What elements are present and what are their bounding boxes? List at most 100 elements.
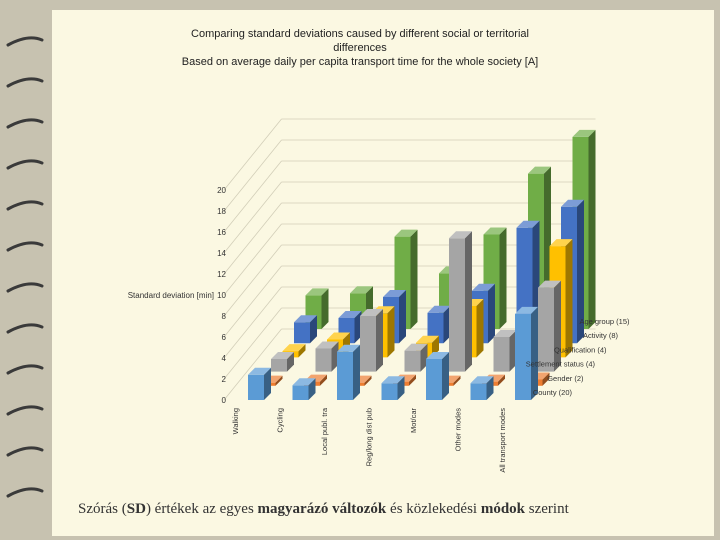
gridline-depth bbox=[223, 286, 282, 359]
bar bbox=[315, 341, 339, 372]
z-tick-label: 8 bbox=[222, 312, 227, 321]
bar-side bbox=[310, 315, 317, 344]
bar-side bbox=[442, 352, 449, 400]
chart-title: Comparing standard deviations caused by … bbox=[150, 27, 570, 69]
z-tick-label: 16 bbox=[217, 228, 226, 237]
series-label: Settlement status (4) bbox=[526, 360, 596, 369]
gridline-depth bbox=[223, 307, 282, 380]
category-label: Reg/long dist pub bbox=[365, 408, 374, 466]
bar bbox=[470, 376, 494, 400]
footer-text-1: Szórás ( bbox=[78, 501, 127, 517]
bar-top bbox=[305, 288, 329, 296]
category-label: Walking bbox=[231, 408, 240, 434]
bar-top bbox=[516, 220, 540, 228]
z-tick-label: 10 bbox=[217, 291, 226, 300]
bar-side bbox=[486, 376, 494, 400]
bar-top bbox=[538, 280, 561, 288]
bar-top bbox=[528, 166, 551, 174]
bar bbox=[248, 367, 271, 400]
bar-top bbox=[449, 231, 472, 239]
bar bbox=[493, 329, 517, 372]
category-label: Mot/car bbox=[409, 408, 418, 434]
bar-side bbox=[331, 341, 339, 372]
z-tick-label: 12 bbox=[217, 270, 226, 279]
bar-side bbox=[588, 129, 596, 329]
chart-bars bbox=[248, 129, 596, 400]
bar bbox=[360, 308, 383, 372]
footer-bold-1: magyarázó változók bbox=[257, 501, 387, 517]
bar-top bbox=[549, 239, 573, 247]
bar bbox=[426, 352, 449, 400]
bar-front bbox=[515, 313, 531, 400]
bar-side bbox=[476, 298, 484, 358]
bar-top bbox=[338, 311, 362, 318]
bar-side bbox=[432, 335, 439, 358]
bar-front bbox=[470, 383, 487, 400]
z-tick-label: 2 bbox=[222, 375, 227, 384]
gridline-depth bbox=[223, 328, 282, 401]
footer-bold-2: módok bbox=[480, 501, 526, 517]
series-label: Qualification (4) bbox=[554, 345, 607, 354]
bar-top bbox=[404, 343, 428, 351]
bar-side bbox=[298, 344, 306, 358]
bar-front bbox=[360, 315, 376, 372]
z-tick-label: 18 bbox=[217, 207, 226, 216]
bar-side bbox=[499, 227, 507, 329]
bar-side bbox=[308, 378, 316, 400]
footer-text-3: és közlekedési bbox=[386, 501, 481, 517]
bar-side bbox=[565, 239, 573, 358]
bar-front bbox=[271, 359, 287, 372]
bar bbox=[449, 231, 472, 372]
bar-front bbox=[404, 350, 421, 372]
bar-side bbox=[542, 372, 550, 386]
chart-title-line-3: Based on average daily per capita transp… bbox=[181, 56, 539, 68]
bar-side bbox=[409, 374, 416, 386]
bar-top bbox=[416, 335, 439, 343]
bar-top bbox=[483, 227, 507, 235]
z-axis-label: Standard deviation [min] bbox=[128, 291, 214, 300]
bar-side bbox=[443, 305, 451, 344]
z-tick-label: 6 bbox=[222, 333, 227, 342]
gridline-depth bbox=[223, 223, 282, 296]
series-label: County (20) bbox=[533, 388, 573, 397]
bar-top bbox=[294, 315, 317, 323]
bar-side bbox=[509, 329, 517, 372]
bar bbox=[381, 376, 405, 400]
bar-side bbox=[321, 288, 329, 329]
bar-side bbox=[287, 352, 294, 372]
bar-top bbox=[394, 229, 418, 237]
bar-top bbox=[426, 352, 449, 360]
bar-front bbox=[248, 374, 264, 400]
bar-side bbox=[453, 375, 461, 386]
chart-title-line-2: differences bbox=[333, 42, 387, 54]
bar-front bbox=[315, 348, 332, 372]
bar-top bbox=[292, 378, 316, 386]
bar-top bbox=[350, 286, 373, 294]
bar bbox=[271, 352, 294, 372]
gridline-depth bbox=[223, 202, 282, 275]
bar-side bbox=[354, 311, 362, 344]
bar-side bbox=[264, 367, 271, 400]
series-label: Age group (15) bbox=[579, 317, 630, 326]
bar-top bbox=[360, 308, 383, 316]
bar-front bbox=[294, 322, 310, 344]
category-label: Cycling bbox=[276, 408, 285, 433]
bar-top bbox=[515, 306, 538, 314]
bar-side bbox=[399, 290, 406, 344]
bar bbox=[294, 315, 317, 344]
bar-front bbox=[381, 383, 398, 400]
bar-side bbox=[554, 280, 561, 372]
footer-text-4: szerint bbox=[525, 501, 569, 517]
series-label: Gender (2) bbox=[547, 374, 584, 383]
bar-side bbox=[364, 375, 372, 386]
bar-front bbox=[426, 359, 442, 400]
z-tick-label: 14 bbox=[217, 249, 226, 258]
bar-top bbox=[315, 341, 339, 349]
bar-top bbox=[493, 329, 517, 337]
bar-top bbox=[381, 376, 405, 384]
gridline-depth bbox=[223, 160, 282, 233]
chart-labels: 0 2 4 6 8 10 12 14 16 18 20 Standard deviation [min… bbox=[128, 186, 630, 473]
footer-caption: Szórás (SD) értékek az egyes magyarázó v… bbox=[78, 501, 638, 518]
bar-front bbox=[337, 351, 353, 400]
